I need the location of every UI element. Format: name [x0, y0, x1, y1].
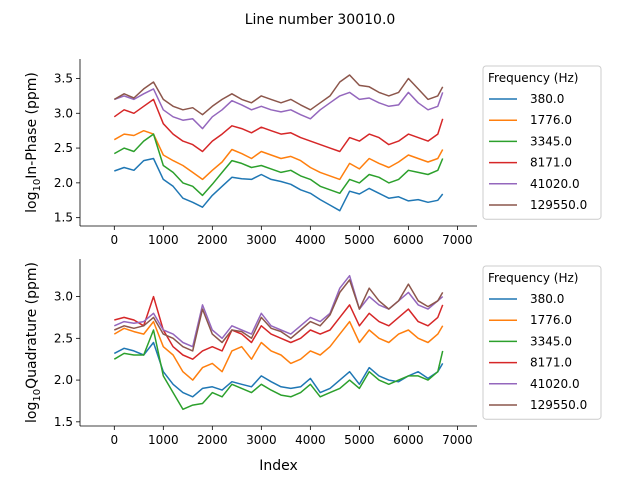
x-tick-label: 4000	[295, 433, 326, 447]
legend-label: 1776.0	[530, 113, 572, 127]
y-tick-label: 3.0	[54, 106, 73, 120]
figure-title: Line number 30010.0	[245, 12, 396, 28]
series-line-41020.0	[114, 88, 444, 130]
x-tick-label: 5000	[344, 433, 375, 447]
legend-label: 41020.0	[530, 377, 580, 391]
x-tick-label: 3000	[246, 433, 277, 447]
y-tick-label: 2.0	[54, 176, 73, 190]
legend-label: 8171.0	[530, 156, 572, 170]
legend-title: Frequency (Hz)	[488, 71, 579, 85]
y-tick-label: 2.0	[54, 373, 73, 387]
legend-label: 3345.0	[530, 134, 572, 148]
legend-label: 8171.0	[530, 356, 572, 370]
x-tick-label: 6000	[393, 433, 424, 447]
y-tick-label: 1.5	[54, 211, 73, 225]
y-axis-label: log10In-Phase (ppm)	[24, 72, 43, 213]
x-tick-label: 0	[110, 433, 118, 447]
chart-panel-2: 0 1000 2000 3000 4000 5000 6000 7000 1.5 2.0 2.5 3.…	[24, 259, 602, 474]
axes-overlap-mask	[80, 256, 478, 259]
y-tick-label: 3.0	[54, 290, 73, 304]
series-line-129550.0	[113, 74, 444, 116]
legend-label: 380.0	[530, 92, 564, 106]
x-axis-label: Index	[259, 458, 298, 474]
x-tick-label: 0	[110, 233, 118, 247]
x-tick-label: 1000	[148, 233, 179, 247]
x-tick-label: 2000	[197, 433, 228, 447]
series-line-8171.0	[114, 295, 444, 360]
series-line-3345.0	[113, 329, 444, 411]
y-axis-label: log10Quadrature (ppm)	[24, 262, 43, 423]
plots-container: 0 1000 2000 3000 4000 5000 6000 7000 1.5 2.0 2.5 3.…	[24, 59, 602, 474]
x-tick-label: 7000	[442, 233, 473, 247]
chart-panel-1: 0 1000 2000 3000 4000 5000 6000 7000 1.5 2.0 2.5 3.…	[24, 59, 602, 247]
x-tick-label: 5000	[344, 233, 375, 247]
y-tick-label: 1.5	[54, 415, 73, 429]
legend-label: 129550.0	[530, 398, 587, 412]
legend-label: 380.0	[530, 292, 564, 306]
x-tick-label: 3000	[246, 233, 277, 247]
series-line-1776.0	[113, 129, 444, 181]
series-line-1776.0	[113, 320, 444, 381]
x-tick-label: 6000	[393, 233, 424, 247]
legend-box	[482, 65, 602, 220]
legend-label: 1776.0	[530, 313, 572, 327]
x-tick-label: 2000	[197, 233, 228, 247]
y-tick-label: 2.5	[54, 331, 73, 345]
legend-label: 3345.0	[530, 334, 572, 348]
series-line-3345.0	[113, 133, 444, 197]
series-line-380.0	[113, 341, 444, 398]
y-tick-label: 2.5	[54, 141, 73, 155]
y-tick-label: 3.5	[54, 71, 73, 85]
legend-label: 129550.0	[530, 198, 587, 212]
legend-label: 41020.0	[530, 177, 580, 191]
x-tick-label: 7000	[442, 433, 473, 447]
x-tick-label: 1000	[148, 433, 179, 447]
series-line-8171.0	[113, 98, 444, 153]
series-line-380.0	[114, 157, 444, 212]
x-tick-label: 4000	[295, 233, 326, 247]
legend-title: Frequency (Hz)	[488, 271, 579, 285]
legend: Frequency (Hz) 380.0 1776.0 3345.0 8171.0 410…	[482, 65, 602, 220]
legend: Frequency (Hz) 380.0 1776.0 3345.0 8171.0 410…	[482, 265, 602, 420]
series-line-129550.0	[114, 279, 444, 352]
legend-box	[482, 265, 602, 420]
